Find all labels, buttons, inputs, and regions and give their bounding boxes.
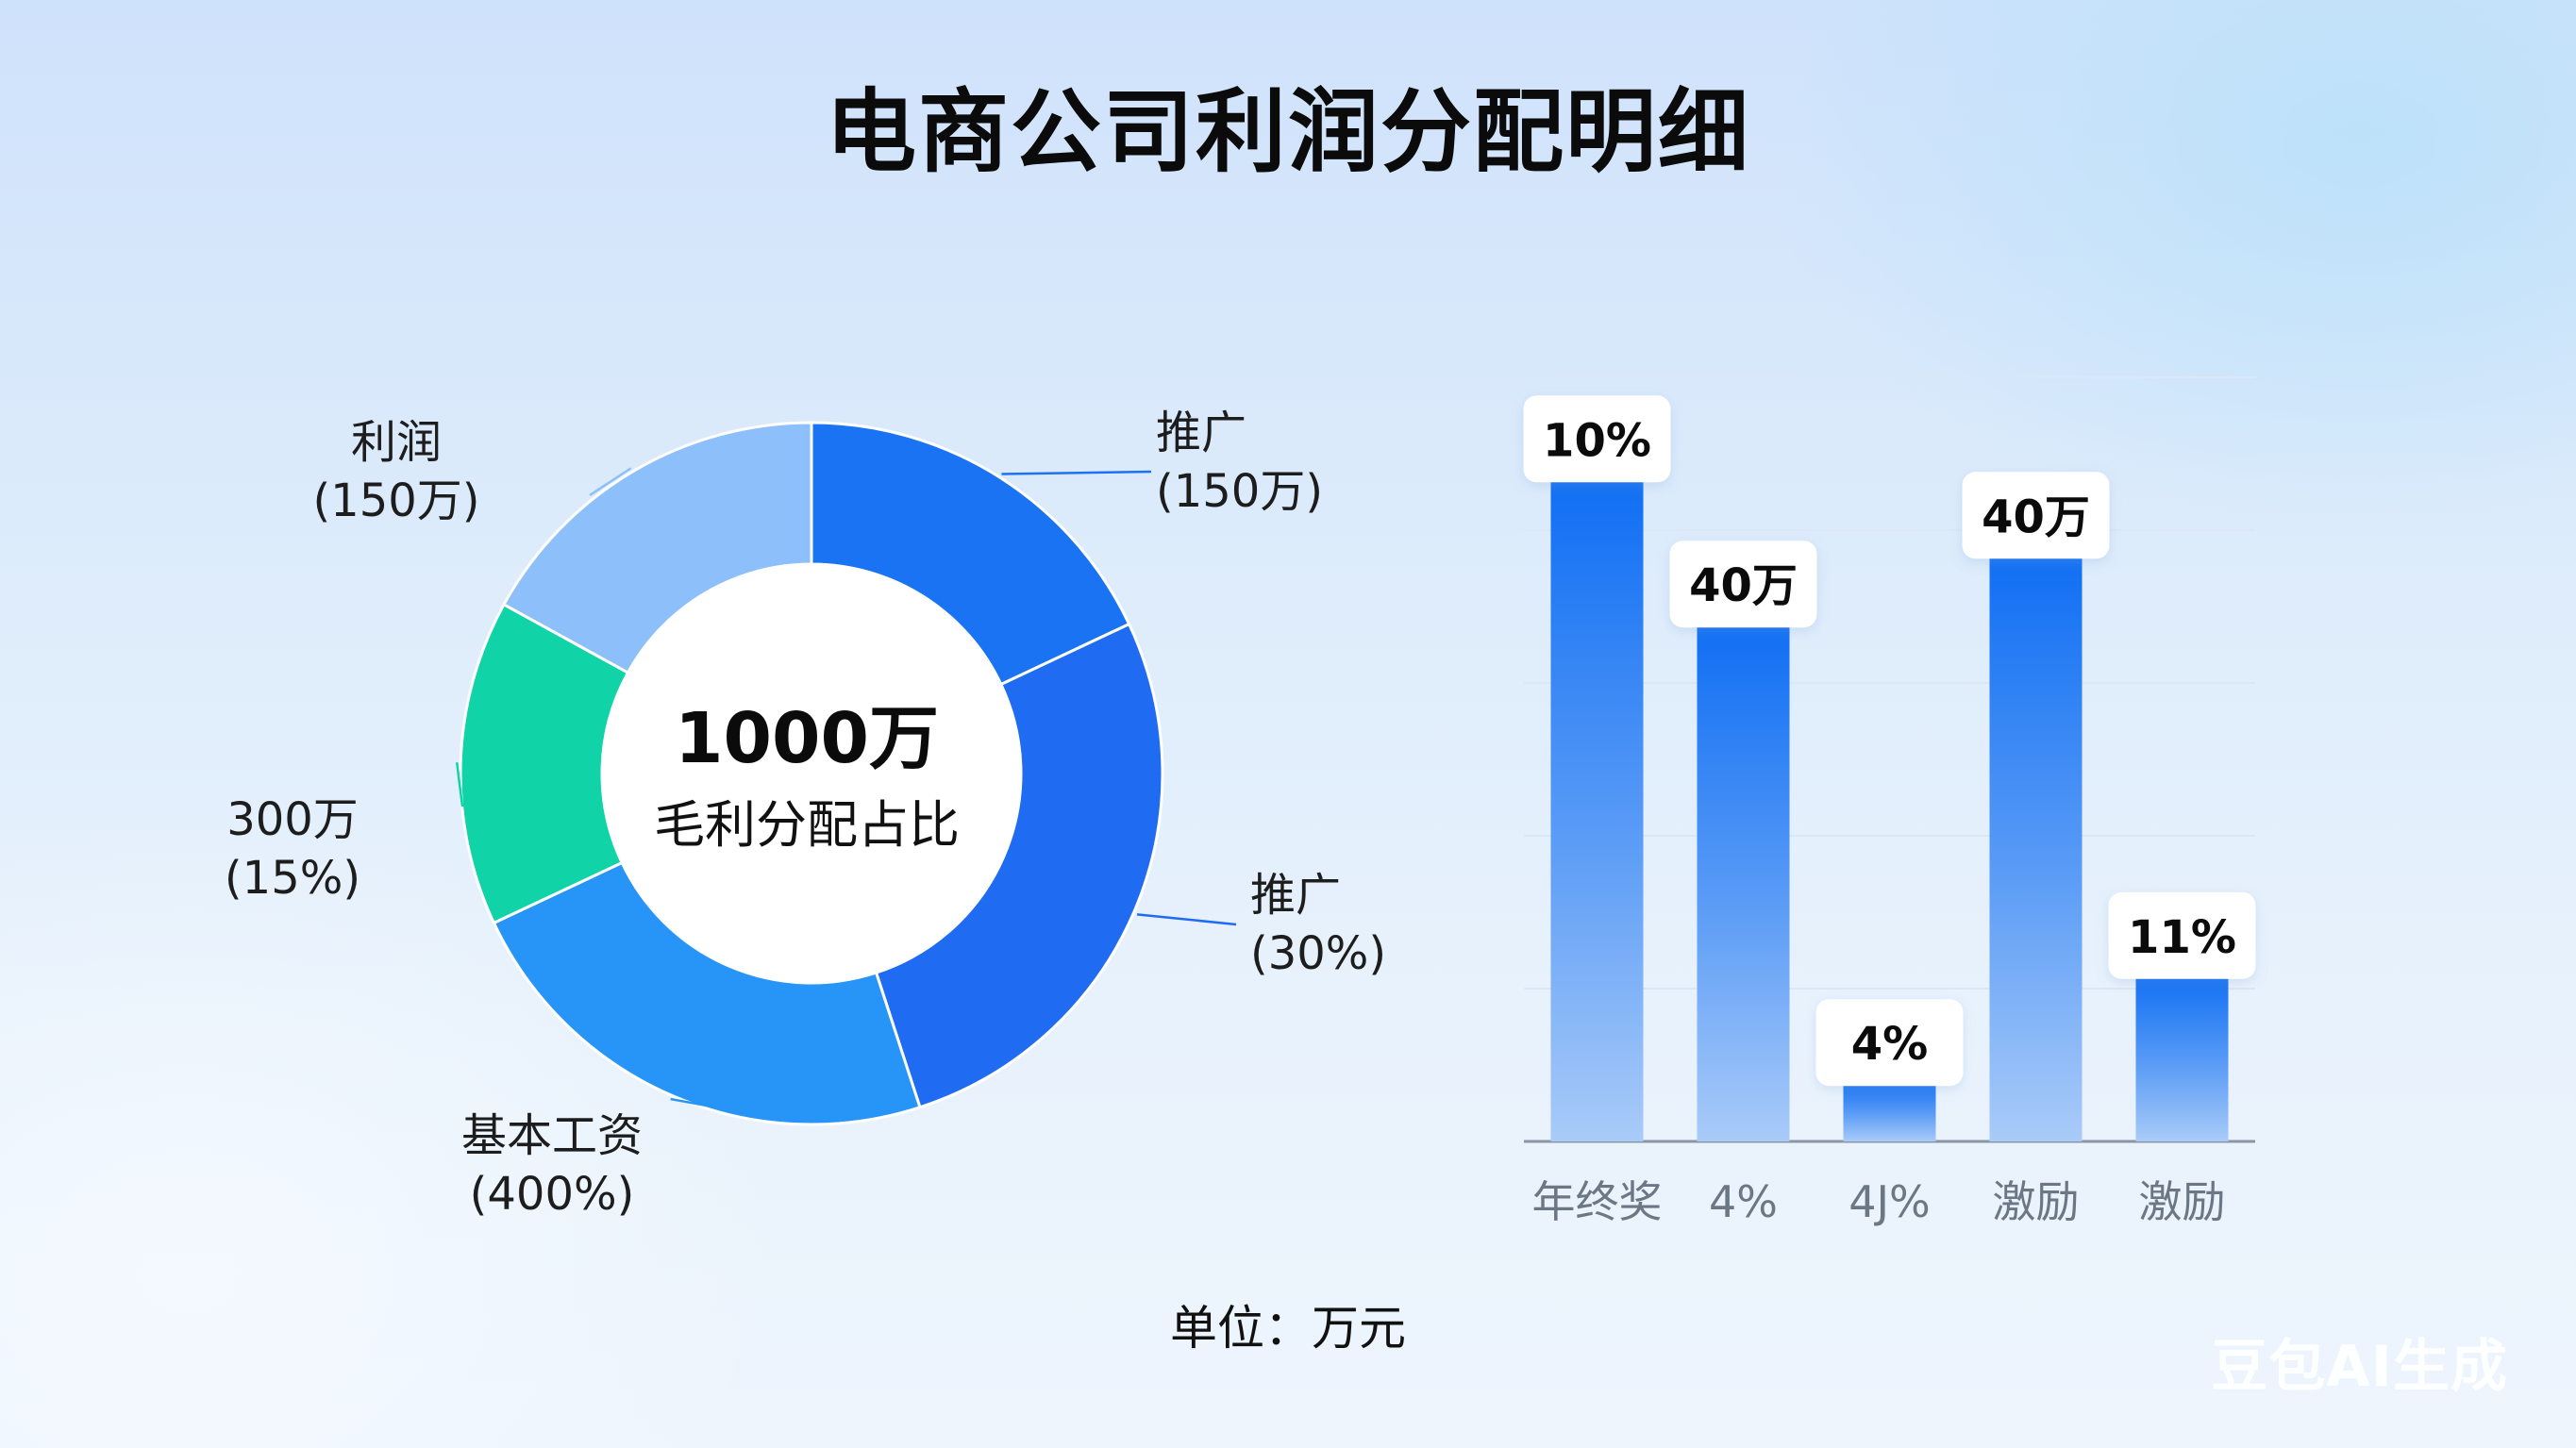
bar-value-label: 11% xyxy=(2128,911,2236,964)
x-tick-label: 激励 xyxy=(2139,1176,2226,1227)
donut-center: 1000万 毛利分配占比 xyxy=(602,564,1021,983)
donut-center-label: 毛利分配占比 xyxy=(654,795,960,855)
bar xyxy=(1843,1080,1936,1141)
donut-labels: 推广(150万)推广(30%)基本工资(400%)300万(15%)利润(150… xyxy=(225,407,1386,1221)
bar-value-chip xyxy=(1669,541,1817,628)
slice-label-value: (150万) xyxy=(1156,465,1323,518)
bar xyxy=(2135,973,2229,1141)
donut-center-value: 1000万 xyxy=(675,698,939,779)
slice-label-value: (30%) xyxy=(1250,927,1386,980)
bar-value-chip xyxy=(1815,999,1964,1087)
unit-note: 单位：万元 xyxy=(1170,1301,1406,1356)
slice-label-name: 推广 xyxy=(1156,407,1246,459)
bar-value-label: 40万 xyxy=(1689,559,1798,612)
bar xyxy=(1550,476,1644,1141)
bar-value-chip xyxy=(1962,472,2110,559)
page-title: 电商公司利润分配明细 xyxy=(826,79,1750,185)
watermark-logo: 豆包AI生成 xyxy=(2211,1334,2508,1400)
bar-value-label: 10% xyxy=(1543,414,1651,467)
bar-value-chip xyxy=(2108,891,2256,979)
slice-label-name: 基本工资 xyxy=(461,1109,643,1162)
leader-line xyxy=(1001,470,1152,475)
x-tick-label: 年终奖 xyxy=(1532,1176,1663,1227)
slice-label-name: 利润 xyxy=(351,416,442,469)
slice-label-value: (400%) xyxy=(470,1168,635,1221)
bar xyxy=(1697,622,1790,1141)
bar-value-chip xyxy=(1523,395,1671,483)
x-tick-label: 激励 xyxy=(1993,1176,2080,1227)
leader-line xyxy=(1136,913,1237,926)
bar-value-label: 4% xyxy=(1851,1018,1929,1071)
x-tick-label: 4J% xyxy=(1848,1176,1931,1227)
donut-chart xyxy=(459,421,1164,1126)
donut-hole xyxy=(602,564,1021,983)
slice-label-value: (150万) xyxy=(312,474,479,527)
slice-label-name: 推广 xyxy=(1250,869,1341,922)
leader-line xyxy=(670,1097,723,1110)
slice-label-value: (15%) xyxy=(225,852,360,905)
leader-line xyxy=(455,762,464,807)
bar-value-label: 40万 xyxy=(1982,491,2090,543)
bar xyxy=(1989,553,2083,1141)
slice-label-name: 300万 xyxy=(226,793,359,846)
x-tick-label: 4% xyxy=(1709,1176,1778,1227)
leader-line xyxy=(589,467,632,497)
